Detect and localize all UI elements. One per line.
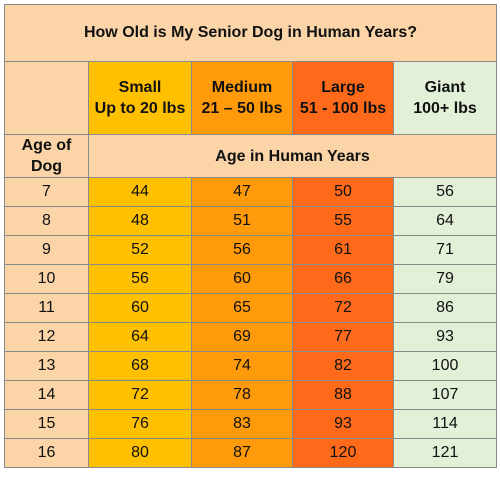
small-human-years-cell: 76 (88, 409, 192, 439)
medium-human-years-cell: 60 (191, 264, 293, 294)
small-size-range: Up to 20 lbs (94, 100, 186, 117)
dog-age-cell: 7 (4, 177, 89, 207)
table-row: 8 48 51 55 64 (4, 206, 498, 236)
large-human-years-cell: 82 (292, 351, 394, 381)
age-of-dog-header: Age of Dog (4, 134, 89, 178)
giant-size-name: Giant (424, 79, 466, 96)
large-size-range: 51 - 100 lbs (299, 100, 387, 117)
giant-human-years-cell: 56 (392, 177, 498, 207)
dog-age-table: How Old is My Senior Dog in Human Years?… (3, 4, 498, 468)
dog-age-cell: 13 (4, 351, 89, 381)
table-row: 16 80 87 120 121 (4, 438, 498, 468)
small-human-years-cell: 52 (88, 235, 192, 265)
large-human-years-cell: 120 (292, 438, 394, 468)
medium-human-years-cell: 47 (191, 177, 293, 207)
table-title: How Old is My Senior Dog in Human Years? (3, 4, 498, 62)
dog-age-cell: 12 (4, 322, 89, 352)
dog-age-cell: 9 (4, 235, 89, 265)
large-size-header: Large 51 - 100 lbs (292, 61, 394, 135)
table-row: 7 44 47 50 56 (4, 177, 498, 207)
size-header-row: Small Up to 20 lbs Medium 21 – 50 lbs La… (4, 61, 498, 135)
table-row: 9 52 56 61 71 (4, 235, 498, 265)
subheader-row: Age of Dog Age in Human Years (4, 134, 498, 178)
small-human-years-cell: 80 (88, 438, 192, 468)
header-corner-cell (4, 61, 89, 135)
giant-size-range: 100+ lbs (413, 100, 477, 117)
medium-size-range: 21 – 50 lbs (201, 100, 283, 117)
small-size-name: Small (118, 79, 162, 96)
medium-size-name: Medium (211, 79, 273, 96)
human-years-header: Age in Human Years (87, 134, 498, 178)
title-row: How Old is My Senior Dog in Human Years? (3, 4, 498, 62)
large-human-years-cell: 77 (292, 322, 394, 352)
small-human-years-cell: 48 (88, 206, 192, 236)
table-row: 10 56 60 66 79 (4, 264, 498, 294)
giant-human-years-cell: 114 (392, 409, 498, 439)
large-human-years-cell: 55 (292, 206, 394, 236)
small-human-years-cell: 44 (88, 177, 192, 207)
medium-human-years-cell: 74 (191, 351, 293, 381)
dog-age-cell: 8 (4, 206, 89, 236)
large-human-years-cell: 88 (292, 380, 394, 410)
giant-human-years-cell: 71 (392, 235, 498, 265)
dog-age-cell: 14 (4, 380, 89, 410)
large-human-years-cell: 61 (292, 235, 394, 265)
table-row: 13 68 74 82 100 (4, 351, 498, 381)
small-human-years-cell: 56 (88, 264, 192, 294)
medium-human-years-cell: 65 (191, 293, 293, 323)
dog-age-cell: 11 (4, 293, 89, 323)
medium-human-years-cell: 69 (191, 322, 293, 352)
large-human-years-cell: 72 (292, 293, 394, 323)
small-human-years-cell: 64 (88, 322, 192, 352)
chart-wrapper: How Old is My Senior Dog in Human Years?… (3, 4, 498, 468)
dog-age-cell: 16 (4, 438, 89, 468)
giant-human-years-cell: 93 (392, 322, 498, 352)
giant-human-years-cell: 79 (392, 264, 498, 294)
giant-human-years-cell: 86 (392, 293, 498, 323)
giant-human-years-cell: 100 (392, 351, 498, 381)
dog-age-cell: 15 (4, 409, 89, 439)
large-human-years-cell: 93 (292, 409, 394, 439)
large-human-years-cell: 66 (292, 264, 394, 294)
medium-human-years-cell: 83 (191, 409, 293, 439)
giant-size-header: Giant 100+ lbs (392, 61, 498, 135)
table-row: 14 72 78 88 107 (4, 380, 498, 410)
small-human-years-cell: 60 (88, 293, 192, 323)
small-size-header: Small Up to 20 lbs (88, 61, 192, 135)
dog-age-cell: 10 (4, 264, 89, 294)
large-size-name: Large (321, 79, 365, 96)
small-human-years-cell: 72 (88, 380, 192, 410)
medium-human-years-cell: 51 (191, 206, 293, 236)
medium-size-header: Medium 21 – 50 lbs (191, 61, 293, 135)
table-row: 12 64 69 77 93 (4, 322, 498, 352)
giant-human-years-cell: 121 (392, 438, 498, 468)
medium-human-years-cell: 56 (191, 235, 293, 265)
giant-human-years-cell: 64 (392, 206, 498, 236)
medium-human-years-cell: 87 (191, 438, 293, 468)
large-human-years-cell: 50 (292, 177, 394, 207)
small-human-years-cell: 68 (88, 351, 192, 381)
medium-human-years-cell: 78 (191, 380, 293, 410)
giant-human-years-cell: 107 (392, 380, 498, 410)
table-row: 11 60 65 72 86 (4, 293, 498, 323)
table-row: 15 76 83 93 114 (4, 409, 498, 439)
